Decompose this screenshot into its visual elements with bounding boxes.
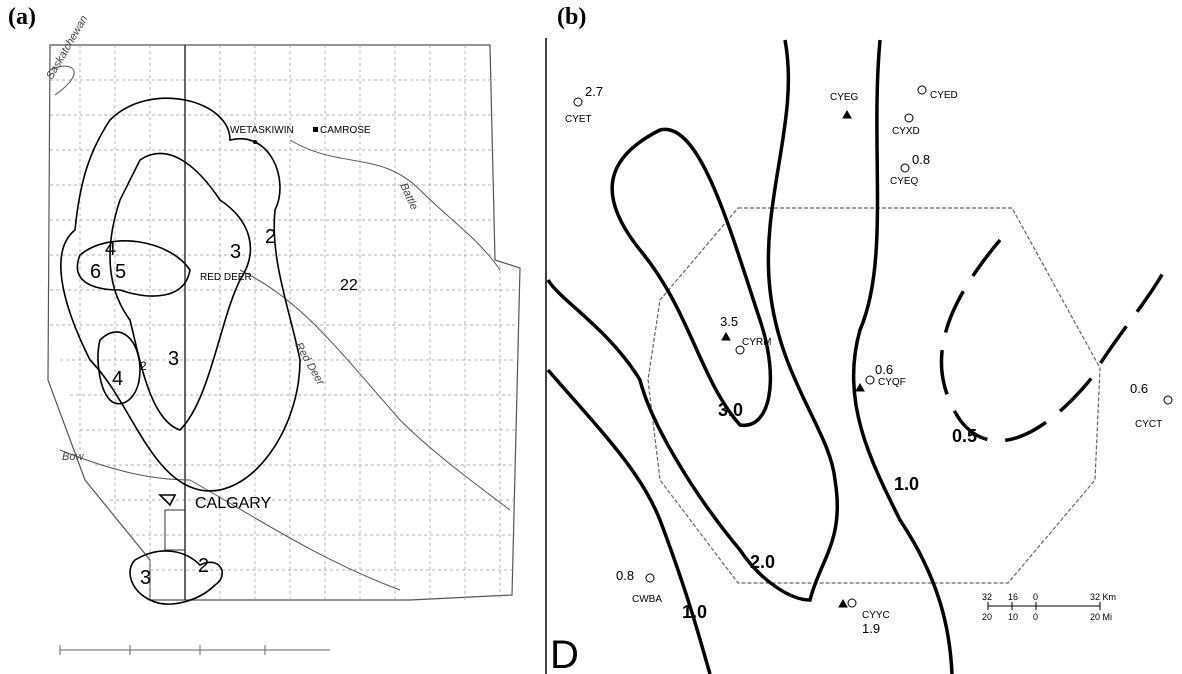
station-value: 0.6 [875,362,893,377]
contour-label: 6 [90,261,101,283]
station-name: CYYC [862,610,890,621]
station-name: CYET [565,114,592,125]
corner-label: D [550,633,579,674]
place-label: CALGARY [195,495,272,512]
contour-label: 22 [340,277,358,294]
scale-label: 0 [1033,592,1038,602]
contour-label: 2 [265,226,276,248]
contour-label: 1.0 [894,474,919,494]
station-name: CWBA [632,594,662,605]
contour-label: 4 [112,368,123,390]
station-value: 3.5 [720,314,738,329]
scale-label: 0 [1033,612,1038,622]
scale-label: 32 Km [1090,592,1116,602]
station-value: 1.9 [862,621,880,636]
station-name: CYQF [878,377,906,388]
map-b [546,38,1170,674]
station-value: 0.8 [616,568,634,583]
contour-label: 3 [140,567,151,589]
river-label: Saskatchewan [44,14,90,82]
panel-label: (b) [557,4,586,30]
contour-label: 2 [198,555,209,577]
station-name: CYRM [742,337,771,348]
river-label: Bow [62,451,84,463]
contour-label: 2 [140,359,147,373]
scale-label: 16 [1008,592,1018,602]
scale-label: 20 Mi [1090,612,1112,622]
scale-a [60,645,330,655]
place-label: WETASKIWIN [230,125,294,136]
station-value: 0.8 [912,152,930,167]
scale-b: 32 16 0 32 Km 20 10 0 20 Mi [982,592,1116,622]
contour-label: 1.0 [682,602,707,622]
station-value: 2.7 [585,84,603,99]
station-name: CYXD [892,126,920,137]
figure: (a) WETASKIWIN CAMROSE RED DEER CALGARY … [0,0,1182,674]
station-name: CYED [930,90,958,101]
contour-label: 2.0 [750,552,775,572]
scale-label: 10 [1008,612,1018,622]
panel-label: (a) [8,4,36,30]
river-label: Red Deer [292,341,327,389]
scale-label: 32 [982,592,992,602]
contour-label: 0.5 [952,426,977,446]
river-label: Battle [397,181,420,212]
place-label: CAMROSE [320,125,371,136]
scale-label: 20 [982,612,992,622]
station-name: CYCT [1135,419,1162,430]
contour-label: 3 [168,348,179,370]
place-label: RED DEER [200,272,252,283]
contours [61,98,300,604]
contour-label: 3 [230,241,241,263]
contour-label: 4 [105,238,116,260]
contours [548,40,1170,674]
station-name: CYEQ [890,176,919,187]
contour-label: 5 [115,261,126,283]
station-value: 0.6 [1130,381,1148,396]
contour-label: 3.0 [718,400,743,420]
station-name: CYEG [830,92,859,103]
contour-labels: 3.0 2.0 1.0 1.0 0.5 [682,400,977,622]
